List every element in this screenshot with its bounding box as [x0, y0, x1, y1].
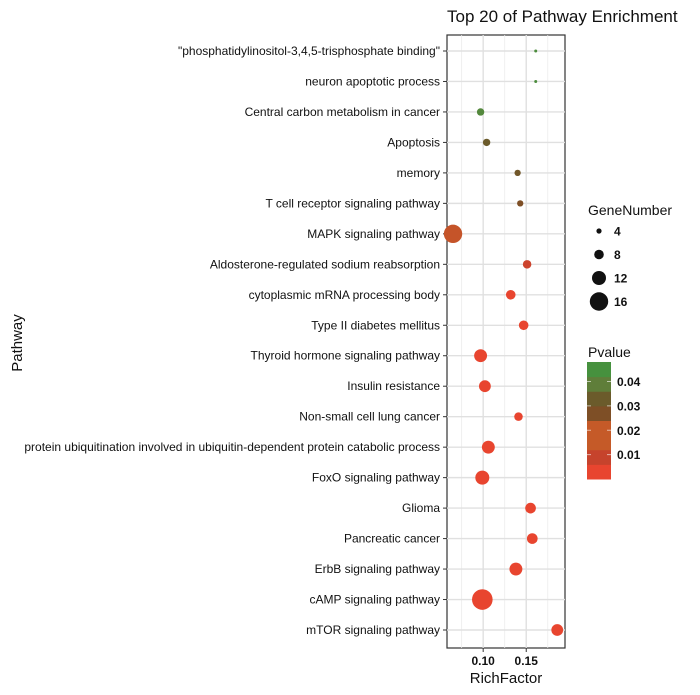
y-tick-label: Non-small cell lung cancer [299, 410, 440, 424]
color-legend-title: Pvalue [588, 344, 631, 360]
data-point [478, 380, 491, 393]
data-point [443, 224, 463, 244]
color-legend-band [587, 362, 611, 378]
y-tick-label: Glioma [402, 501, 440, 515]
size-legend-key [592, 271, 606, 285]
y-tick-label: ErbB signaling pathway [315, 562, 440, 576]
color-legend-band [587, 435, 611, 451]
y-tick-label: cAMP signaling pathway [309, 593, 440, 607]
size-legend-label: 12 [614, 272, 628, 286]
y-tick-label: protein ubiquitination involved in ubiqu… [24, 440, 440, 454]
size-legend-label: 4 [614, 225, 621, 239]
color-legend-label: 0.01 [617, 448, 641, 462]
y-tick-label: Aldosterone-regulated sodium reabsorptio… [210, 257, 440, 271]
y-tick-label: Thyroid hormone signaling pathway [251, 349, 440, 363]
data-point [522, 260, 532, 269]
data-point [551, 624, 564, 636]
data-point [482, 138, 491, 147]
size-legend-key [594, 249, 604, 260]
data-point [525, 502, 536, 514]
x-axis-label: RichFactor [470, 670, 543, 687]
data-point [526, 533, 538, 544]
y-tick-label: Pancreatic cancer [344, 532, 440, 546]
data-point [514, 412, 523, 421]
y-tick-label: MAPK signaling pathway [307, 227, 440, 241]
y-tick-label: memory [397, 166, 440, 180]
color-legend-band [587, 405, 611, 421]
data-point [534, 79, 538, 83]
data-point [505, 289, 516, 300]
y-tick-label: "phosphatidylinositol-3,4,5-trisphosphat… [178, 44, 440, 58]
data-point [472, 589, 493, 610]
y-tick-label: mTOR signaling pathway [306, 623, 440, 637]
y-tick-label: T cell receptor signaling pathway [265, 196, 440, 210]
color-legend-band [587, 376, 611, 392]
color-legend-band [587, 391, 611, 407]
color-legend-band [587, 449, 611, 465]
y-tick-label: Central carbon metabolism in cancer [245, 105, 440, 119]
color-legend-label: 0.04 [617, 375, 641, 389]
color-legend-label: 0.02 [617, 424, 641, 438]
data-point [518, 320, 529, 331]
color-legend-band [587, 464, 611, 480]
y-tick-label: neuron apoptotic process [305, 74, 440, 88]
size-legend-title: GeneNumber [588, 202, 672, 218]
y-axis-label: Pathway [9, 314, 26, 372]
y-tick-label: Apoptosis [387, 135, 440, 149]
x-tick-label: 0.10 [471, 654, 495, 668]
data-point [517, 200, 524, 207]
chart-title: Top 20 of Pathway Enrichment [447, 7, 678, 26]
plot-panel [446, 34, 566, 649]
y-tick-label: FoxO signaling pathway [312, 471, 440, 485]
data-point [475, 470, 490, 485]
data-point [474, 349, 488, 363]
color-legend-label: 0.03 [617, 399, 641, 413]
size-legend-key [596, 228, 602, 234]
y-tick-label: Type II diabetes mellitus [311, 318, 440, 332]
data-point [514, 169, 521, 177]
data-point [534, 49, 538, 53]
y-tick-label: Insulin resistance [347, 379, 440, 393]
x-tick-label: 0.15 [515, 654, 539, 668]
size-legend-key [589, 292, 609, 311]
color-legend-band [587, 420, 611, 436]
data-point [476, 108, 485, 116]
y-tick-label: cytoplasmic mRNA processing body [249, 288, 440, 302]
data-point [481, 440, 495, 454]
size-legend-label: 8 [614, 248, 621, 262]
size-legend-label: 16 [614, 295, 628, 309]
data-point [509, 562, 523, 576]
